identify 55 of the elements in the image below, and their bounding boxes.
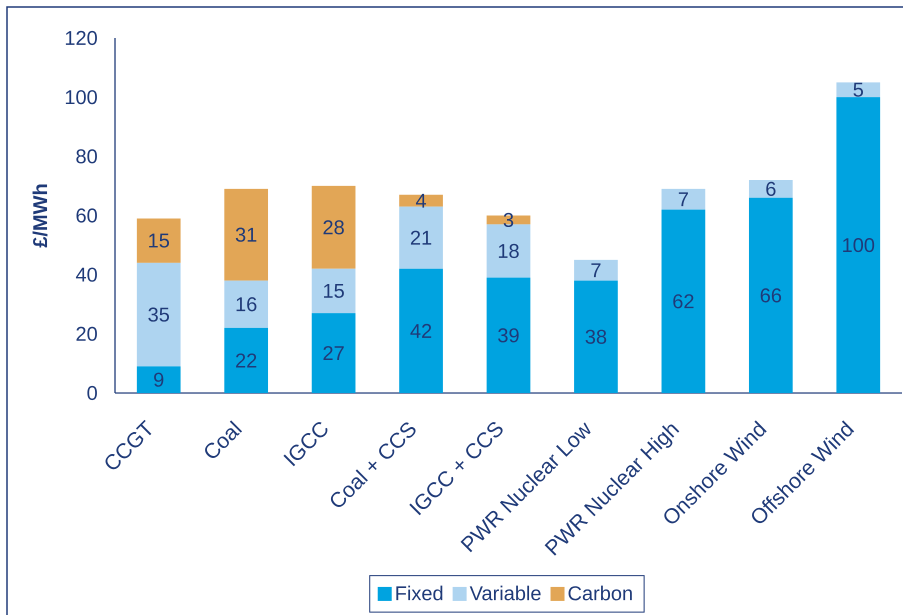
bar bbox=[136, 366, 181, 393]
bar bbox=[312, 313, 356, 393]
data-label: 22 bbox=[236, 353, 256, 368]
y-tick-label: 80 bbox=[76, 149, 97, 164]
data-label: 28 bbox=[323, 220, 344, 234]
bar bbox=[224, 328, 268, 393]
data-label: 18 bbox=[498, 244, 519, 258]
data-label: 100 bbox=[843, 238, 874, 252]
data-label: 16 bbox=[236, 297, 256, 312]
legend-label: Carbon bbox=[568, 586, 632, 600]
bar bbox=[486, 278, 530, 393]
bar bbox=[312, 268, 356, 314]
data-label: 27 bbox=[323, 346, 344, 360]
data-label: 3 bbox=[504, 212, 514, 228]
bar bbox=[136, 262, 181, 366]
data-label: 31 bbox=[236, 228, 256, 242]
bar bbox=[224, 188, 268, 281]
legend-label: Fixed bbox=[396, 586, 442, 600]
bar bbox=[399, 206, 443, 269]
data-label: 6 bbox=[766, 182, 776, 196]
data-label: 35 bbox=[148, 308, 170, 322]
y-tick-label: 120 bbox=[66, 30, 97, 46]
y-axis-title: £/MWh bbox=[32, 184, 48, 248]
bar bbox=[574, 280, 618, 393]
bar bbox=[399, 194, 443, 207]
data-label: 15 bbox=[149, 234, 170, 248]
bar bbox=[136, 218, 181, 263]
data-label: 42 bbox=[410, 324, 432, 338]
y-tick-label: 60 bbox=[76, 208, 97, 223]
bar bbox=[836, 97, 880, 393]
data-label: 9 bbox=[154, 372, 164, 387]
data-label: 7 bbox=[678, 192, 688, 206]
data-label: 39 bbox=[498, 328, 519, 342]
y-tick-label: 0 bbox=[87, 386, 97, 400]
data-label: 15 bbox=[324, 284, 344, 298]
data-label: 7 bbox=[591, 263, 601, 278]
bar bbox=[662, 210, 706, 393]
bar bbox=[224, 280, 268, 328]
bar bbox=[836, 82, 880, 98]
data-label: 5 bbox=[854, 82, 863, 97]
bar bbox=[748, 180, 793, 198]
data-label: 66 bbox=[760, 288, 782, 302]
legend-label: Variable bbox=[470, 586, 541, 600]
bar bbox=[748, 198, 793, 393]
data-label: 4 bbox=[416, 194, 426, 208]
bar bbox=[574, 260, 618, 281]
bar bbox=[662, 188, 706, 210]
y-tick-label: 100 bbox=[66, 90, 97, 104]
data-label: 38 bbox=[586, 330, 606, 344]
y-tick-label: 20 bbox=[76, 326, 97, 341]
y-tick-label: 40 bbox=[76, 268, 97, 282]
bar bbox=[312, 186, 356, 269]
data-label: 21 bbox=[410, 230, 432, 245]
data-label: 62 bbox=[673, 294, 694, 308]
bar bbox=[399, 268, 443, 393]
